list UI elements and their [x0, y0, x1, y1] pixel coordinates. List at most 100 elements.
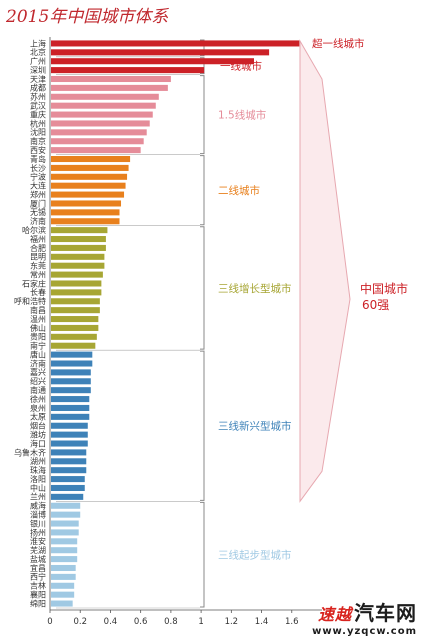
category-label: 珠海 [30, 465, 46, 475]
group-bracket [200, 155, 205, 226]
category-label: 广州 [30, 56, 46, 66]
category-label: 绵阳 [30, 598, 46, 608]
bar [51, 351, 93, 358]
bar [51, 164, 129, 171]
category-label: 郑州 [30, 189, 46, 199]
bar [51, 360, 93, 367]
bar [51, 84, 168, 91]
category-label: 乌鲁木齐 [14, 447, 46, 457]
bar [51, 538, 78, 545]
category-label: 重庆 [30, 109, 46, 119]
category-label: 贵阳 [30, 332, 46, 342]
category-label: 大连 [30, 181, 46, 191]
bar [51, 182, 126, 189]
category-label: 温州 [30, 315, 46, 324]
category-label: 洛阳 [30, 474, 46, 484]
bar [51, 173, 128, 180]
bar [51, 147, 141, 154]
bar [51, 102, 156, 109]
bar [51, 422, 88, 429]
bar [51, 511, 81, 518]
category-label: 佛山 [30, 323, 46, 333]
category-label: 厦门 [30, 198, 46, 208]
bar [51, 227, 108, 234]
group-bracket [200, 501, 205, 608]
category-label: 天津 [30, 74, 46, 84]
bar [51, 600, 73, 607]
category-label: 嘉兴 [30, 367, 46, 377]
bar [51, 333, 97, 340]
bar [51, 236, 106, 243]
category-label: 常州 [30, 270, 46, 279]
category-label: 无锡 [30, 208, 46, 217]
category-label: 东莞 [30, 261, 46, 271]
category-label: 西宁 [30, 572, 46, 582]
category-label: 长沙 [30, 163, 46, 173]
watermark-brand-text: 汽车网 [354, 601, 417, 625]
bar [51, 547, 78, 554]
category-label: 银川 [30, 518, 46, 528]
bar [51, 493, 84, 500]
bar [51, 298, 100, 305]
group-label: 二线城市 [218, 184, 260, 197]
category-label: 威海 [30, 501, 46, 511]
bar [51, 67, 205, 74]
bar [51, 218, 120, 225]
bar [51, 209, 120, 216]
bar [51, 484, 85, 491]
category-label: 西安 [30, 145, 46, 155]
category-label: 南京 [30, 136, 46, 146]
x-tick-label: 1.4 [255, 617, 269, 627]
group-bracket [200, 39, 205, 57]
bar [51, 476, 85, 483]
watermark-url: www.yzqcw.com [312, 626, 417, 637]
group-bracket [200, 226, 205, 350]
bar [51, 396, 90, 403]
group-label: 1.5线城市 [218, 109, 266, 122]
group-bracket [200, 57, 205, 75]
category-label: 合肥 [30, 243, 46, 253]
bar [51, 289, 102, 296]
bar [51, 253, 105, 260]
bar [51, 75, 171, 83]
category-label: 沈阳 [30, 127, 46, 137]
category-label: 南通 [30, 385, 46, 395]
bar [51, 342, 96, 349]
category-label: 徐州 [30, 394, 46, 404]
bar [51, 200, 122, 207]
group-label: 三线增长型城市 [218, 282, 292, 295]
category-label: 扬州 [30, 527, 46, 537]
top60-label-line2: 60强 [362, 298, 389, 312]
x-tick-label: 0.8 [164, 617, 178, 627]
group-label: 三线新兴型城市 [218, 420, 292, 433]
group-label: 超一线城市 [312, 37, 365, 50]
category-label: 盐城 [30, 554, 46, 564]
category-label: 中山 [30, 483, 46, 493]
category-label: 济南 [30, 216, 46, 226]
category-label: 南宁 [30, 341, 46, 351]
bar [51, 111, 153, 118]
category-label: 呼和浩特 [14, 296, 46, 306]
bar [51, 404, 90, 411]
bar [51, 156, 131, 163]
category-label: 兰州 [30, 492, 46, 502]
category-label: 福州 [30, 235, 46, 244]
bar [51, 413, 90, 420]
bar [51, 582, 75, 589]
category-label: 吉林 [30, 581, 46, 591]
category-label: 深圳 [30, 65, 46, 75]
category-label: 潍坊 [30, 429, 46, 439]
bar [51, 40, 300, 47]
x-tick-label: 1.6 [285, 617, 299, 627]
bar [51, 129, 147, 136]
bar [51, 191, 125, 198]
category-label: 武汉 [30, 101, 46, 111]
bar [51, 458, 87, 465]
group-bracket [200, 75, 205, 155]
bar [51, 387, 91, 394]
category-label: 宁波 [30, 172, 46, 182]
category-label: 青岛 [30, 154, 46, 164]
bar [51, 244, 106, 251]
